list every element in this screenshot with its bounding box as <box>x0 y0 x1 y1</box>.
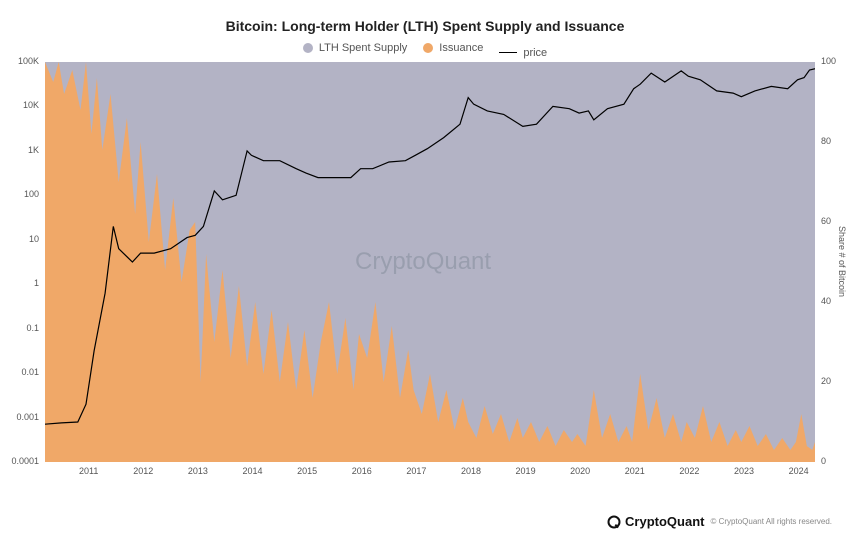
y1-tick-label: 0.01 <box>0 367 39 377</box>
y2-tick-label: 40 <box>821 296 831 306</box>
y1-tick-label: 1 <box>0 278 39 288</box>
y1-tick-label: 0.1 <box>0 323 39 333</box>
x-tick-label: 2020 <box>570 466 590 476</box>
y1-tick-label: 0.0001 <box>0 456 39 466</box>
x-tick-label: 2011 <box>79 466 98 476</box>
legend-label: LTH Spent Supply <box>319 42 407 54</box>
y2-tick-label: 0 <box>821 456 826 466</box>
x-tick-label: 2018 <box>461 466 481 476</box>
x-tick-label: 2019 <box>516 466 536 476</box>
chart-container: Bitcoin: Long-term Holder (LTH) Spent Su… <box>0 0 850 535</box>
x-tick-label: 2021 <box>625 466 645 476</box>
legend-item: LTH Spent Supply <box>303 42 407 54</box>
legend-label: price <box>523 47 547 59</box>
y1-tick-label: 100 <box>0 189 39 199</box>
legend-item: Issuance <box>423 42 483 54</box>
legend-swatch <box>423 43 433 53</box>
y2-axis-label: Share # of Bitcoin <box>837 222 847 302</box>
x-tick-label: 2014 <box>243 466 263 476</box>
brand-logo-icon <box>607 515 621 529</box>
y1-tick-label: 1K <box>0 145 39 155</box>
footer-copyright: © CryptoQuant All rights reserved. <box>711 517 833 526</box>
footer: CryptoQuant © CryptoQuant All rights res… <box>607 514 832 529</box>
x-tick-label: 2023 <box>734 466 754 476</box>
chart-title: Bitcoin: Long-term Holder (LTH) Spent Su… <box>0 18 850 34</box>
y1-tick-label: 10K <box>0 100 39 110</box>
y2-tick-label: 100 <box>821 56 836 66</box>
legend: LTH Spent Supply Issuance price <box>0 42 850 59</box>
x-tick-label: 2012 <box>133 466 153 476</box>
legend-swatch <box>303 43 313 53</box>
y1-tick-label: 10 <box>0 234 39 244</box>
footer-brand: CryptoQuant <box>607 514 704 529</box>
y2-tick-label: 80 <box>821 136 831 146</box>
x-tick-label: 2017 <box>406 466 426 476</box>
legend-label: Issuance <box>439 42 483 54</box>
x-tick-label: 2016 <box>352 466 372 476</box>
plot-svg <box>45 62 815 462</box>
legend-line-swatch <box>499 52 517 53</box>
footer-brand-text: CryptoQuant <box>625 514 704 529</box>
x-tick-label: 2013 <box>188 466 208 476</box>
y1-tick-label: 0.001 <box>0 412 39 422</box>
x-tick-label: 2022 <box>679 466 699 476</box>
plot-area: CryptoQuant <box>45 62 815 462</box>
y1-tick-label: 100K <box>0 56 39 66</box>
x-tick-label: 2015 <box>297 466 317 476</box>
y2-tick-label: 20 <box>821 376 831 386</box>
legend-item: price <box>499 47 547 59</box>
x-tick-label: 2024 <box>789 466 809 476</box>
y2-tick-label: 60 <box>821 216 831 226</box>
